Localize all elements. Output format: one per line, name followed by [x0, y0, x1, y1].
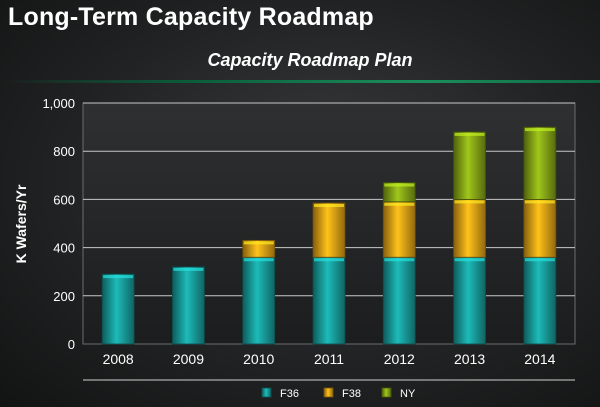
bar-f36-2009: [172, 266, 205, 345]
bar-top-highlight: [454, 132, 485, 136]
bar-top-highlight: [384, 202, 415, 206]
bar-top-highlight: [524, 200, 555, 204]
x-tick-label: 2012: [384, 351, 415, 367]
title-divider: [0, 80, 600, 83]
bar-f38-2013: [453, 198, 486, 258]
legend-label-f36: F36: [280, 388, 299, 400]
bar-top-highlight: [243, 241, 274, 245]
bar-top-highlight: [384, 183, 415, 187]
slide-title: Long-Term Capacity Roadmap: [8, 3, 374, 31]
y-tick-label: 1,000: [42, 96, 75, 111]
bar-f36-2008: [101, 273, 135, 345]
bar-f38-2010: [242, 239, 276, 258]
bar-top-highlight: [524, 258, 555, 262]
legend-swatch-ny: [381, 387, 392, 398]
y-axis-label: K Wafers/Yr: [13, 184, 29, 263]
bar-f36-2012: [382, 256, 416, 345]
bar-ny-2013: [453, 131, 486, 200]
x-tick-label: 2013: [454, 351, 485, 367]
bar-top-highlight: [173, 267, 204, 271]
legend-swatch-f38: [323, 387, 334, 398]
bar-top-highlight: [524, 128, 555, 132]
chart-title: Capacity Roadmap Plan: [207, 50, 413, 70]
y-tick-label: 200: [53, 289, 75, 304]
legend-label-f38: F38: [342, 388, 361, 400]
legend-label-ny: NY: [400, 388, 416, 400]
bar-top-highlight: [314, 204, 344, 208]
bar-ny-2014: [523, 126, 557, 200]
bar-top-highlight: [103, 275, 134, 279]
y-tick-label: 0: [68, 337, 75, 352]
x-tick-label: 2014: [524, 351, 555, 367]
x-tick-label: 2008: [103, 351, 134, 367]
bar-f38-2012: [382, 201, 416, 258]
bar-f36-2014: [523, 256, 557, 345]
bar-f38-2011: [312, 202, 346, 258]
bar-f36-2013: [453, 256, 486, 345]
bar-top-highlight: [454, 258, 485, 262]
y-tick-label: 400: [53, 241, 75, 256]
y-tick-label: 600: [53, 192, 75, 207]
bar-top-highlight: [314, 258, 344, 262]
bar-f38-2014: [523, 198, 557, 258]
bar-top-highlight: [454, 200, 485, 204]
x-tick-label: 2010: [243, 351, 274, 367]
y-tick-label: 800: [53, 144, 75, 159]
bar-top-highlight: [243, 258, 274, 262]
x-tick-label: 2011: [314, 351, 344, 367]
x-tick-label: 2009: [173, 351, 204, 367]
bar-ny-2012: [382, 182, 416, 203]
legend-swatch-f36: [261, 387, 272, 398]
bar-f36-2011: [312, 256, 346, 345]
bar-f36-2010: [242, 256, 276, 345]
bar-top-highlight: [384, 258, 415, 262]
